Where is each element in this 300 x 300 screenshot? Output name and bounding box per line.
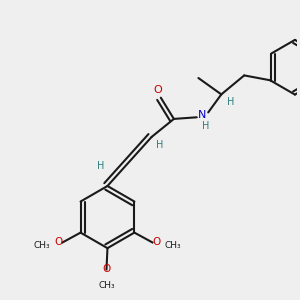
- Text: H: H: [156, 140, 164, 150]
- Text: O: O: [152, 237, 160, 248]
- Text: CH₃: CH₃: [164, 241, 181, 250]
- Text: N: N: [198, 110, 206, 120]
- Text: CH₃: CH₃: [98, 281, 115, 290]
- Text: O: O: [154, 85, 163, 95]
- Text: CH₃: CH₃: [34, 241, 51, 250]
- Text: O: O: [102, 264, 111, 274]
- Text: H: H: [97, 161, 105, 171]
- Text: O: O: [55, 237, 63, 248]
- Text: H: H: [227, 97, 235, 106]
- Text: H: H: [202, 122, 210, 131]
